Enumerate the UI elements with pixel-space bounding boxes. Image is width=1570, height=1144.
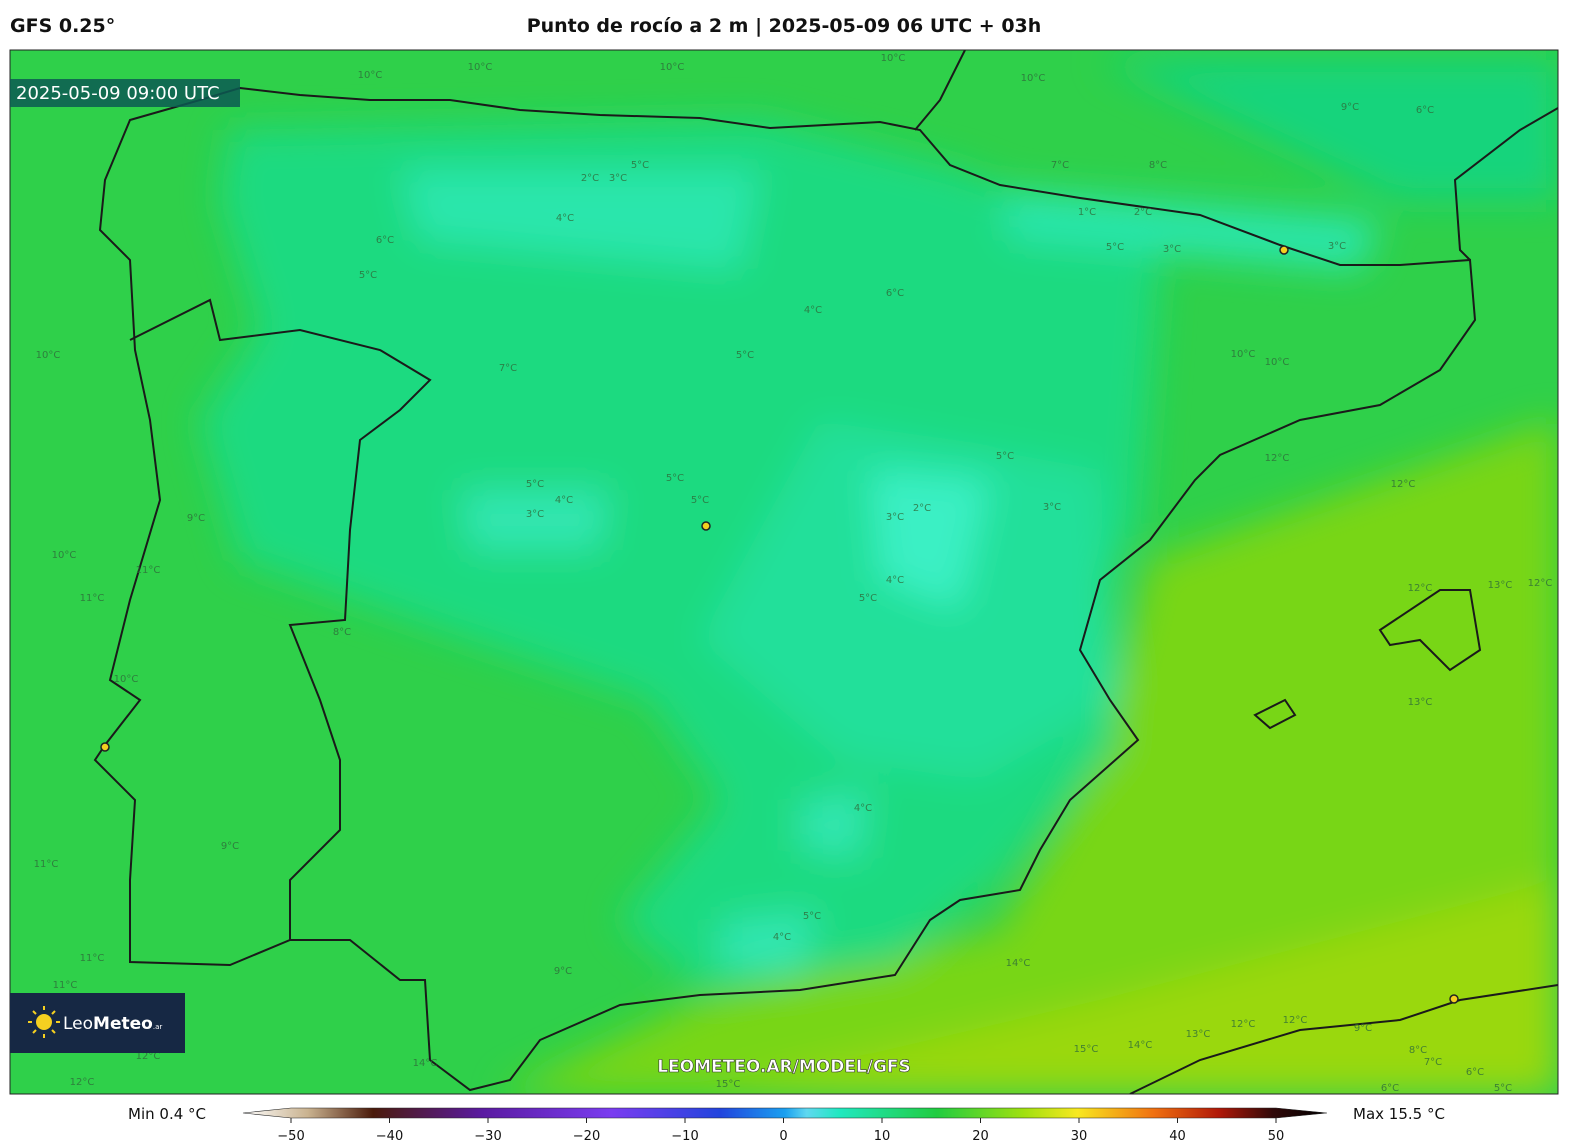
contour-label: 3°C [1043,502,1061,513]
colorbar-tick-label: 20 [972,1129,989,1144]
contour-label: 13°C [1488,580,1513,591]
logo-text: Meteo [93,1014,153,1034]
contour-label: 7°C [499,363,517,374]
contour-label: 1°C [1078,207,1096,218]
contour-label: 6°C [1381,1083,1399,1094]
logo-text: .ar [153,1023,163,1031]
contour-label: 10°C [1265,357,1290,368]
contour-label: 10°C [114,674,139,685]
contour-label: 12°C [70,1077,95,1088]
colorbar-tick-label: 50 [1268,1129,1285,1144]
contour-label: 5°C [1494,1083,1512,1094]
contour-label: 9°C [1354,1023,1372,1034]
svg-text:LeoMeteo.ar: LeoMeteo.ar [63,1014,162,1034]
contour-label: 4°C [555,495,573,506]
contour-label: 9°C [187,513,205,524]
colorbar-tick-label: 40 [1169,1129,1186,1144]
contour-label: 12°C [1231,1019,1256,1030]
contour-label: 5°C [691,495,709,506]
contour-label: 7°C [1424,1057,1442,1068]
contour-label: 11°C [80,593,105,604]
contour-label: 5°C [803,911,821,922]
contour-label: 11°C [136,565,161,576]
contour-label: 3°C [1163,244,1181,255]
contour-label: 2°C [1134,207,1152,218]
contour-label: 3°C [609,173,627,184]
contour-label: 5°C [1106,242,1124,253]
colorbar-tick-label: −50 [277,1129,304,1144]
colorbar-tick-label: −30 [474,1129,501,1144]
colorbar-tick-label: −20 [573,1129,600,1144]
contour-label: 14°C [1128,1040,1153,1051]
contour-label: 4°C [773,932,791,943]
contour-label: 15°C [1074,1044,1099,1055]
contour-label: 5°C [631,160,649,171]
contour-label: 2°C [581,173,599,184]
contour-label: 8°C [1409,1045,1427,1056]
contour-label: 12°C [1408,583,1433,594]
contour-label: 12°C [1391,479,1416,490]
contour-label: 13°C [1186,1029,1211,1040]
map-title: Punto de rocío a 2 m | 2025-05-09 06 UTC… [527,15,1042,37]
contour-label: 10°C [1231,349,1256,360]
contour-label: 3°C [1328,241,1346,252]
map: 10°C 10°C 10°C 10°C 10°C 2°C 3°C 4°C 5°C 6°C 5°C 7°… [10,50,1558,1094]
contour-label: 6°C [886,288,904,299]
colorbar-tick-label: 30 [1071,1129,1088,1144]
contour-label: 12°C [1283,1015,1308,1026]
contour-label: 5°C [996,451,1014,462]
max-label: Max 15.5 °C [1353,1105,1445,1123]
contour-label: 10°C [36,350,61,361]
contour-label: 11°C [34,859,59,870]
contour-label: 2°C [913,503,931,514]
contour-label: 8°C [333,627,351,638]
contour-label: 4°C [556,213,574,224]
contour-label: 14°C [1006,958,1031,969]
model-name: GFS 0.25° [10,15,115,37]
contour-label: 12°C [1265,453,1290,464]
contour-label: 10°C [660,62,685,73]
contour-label: 9°C [1341,102,1359,113]
contour-label: 10°C [468,62,493,73]
contour-label: 3°C [886,512,904,523]
contour-label: 12°C [136,1051,161,1062]
watermark: LEOMETEO.AR/MODEL/GFS [657,1057,911,1077]
contour-label: 8°C [1149,160,1167,171]
contour-label: 3°C [526,509,544,520]
min-label: Min 0.4 °C [128,1105,206,1123]
colorbar-tick-label: 10 [874,1129,891,1144]
contour-label: 13°C [1408,697,1433,708]
colorbar-tick-label: 0 [779,1129,787,1144]
colorbar [242,1107,1328,1119]
contour-label: 5°C [736,350,754,361]
colorbar-tick-label: −10 [671,1129,698,1144]
contour-label: 9°C [221,841,239,852]
contour-label: 10°C [881,53,906,64]
logo-text: Leo [63,1014,93,1034]
contour-label: 7°C [1051,160,1069,171]
contour-label: 10°C [52,550,77,561]
contour-label: 5°C [859,593,877,604]
valid-time: 2025-05-09 09:00 UTC [16,83,220,104]
contour-label: 9°C [554,966,572,977]
contour-label: 11°C [80,953,105,964]
contour-label: 5°C [526,479,544,490]
contour-label: 6°C [1466,1067,1484,1078]
contour-label: 4°C [804,305,822,316]
contour-label: 5°C [666,473,684,484]
contour-label: 6°C [376,235,394,246]
contour-label: 10°C [1021,73,1046,84]
contour-label: 5°C [359,270,377,281]
contour-label: 10°C [358,70,383,81]
contour-label: 11°C [53,980,78,991]
contour-label: 14°C [413,1058,438,1069]
colorbar-tick-label: −40 [376,1129,403,1144]
contour-label: 4°C [854,803,872,814]
logo: LeoMeteo.ar [10,993,185,1053]
contour-label: 15°C [716,1079,741,1090]
contour-label: 12°C [1528,578,1553,589]
contour-label: 6°C [1416,105,1434,116]
contour-label: 4°C [886,575,904,586]
